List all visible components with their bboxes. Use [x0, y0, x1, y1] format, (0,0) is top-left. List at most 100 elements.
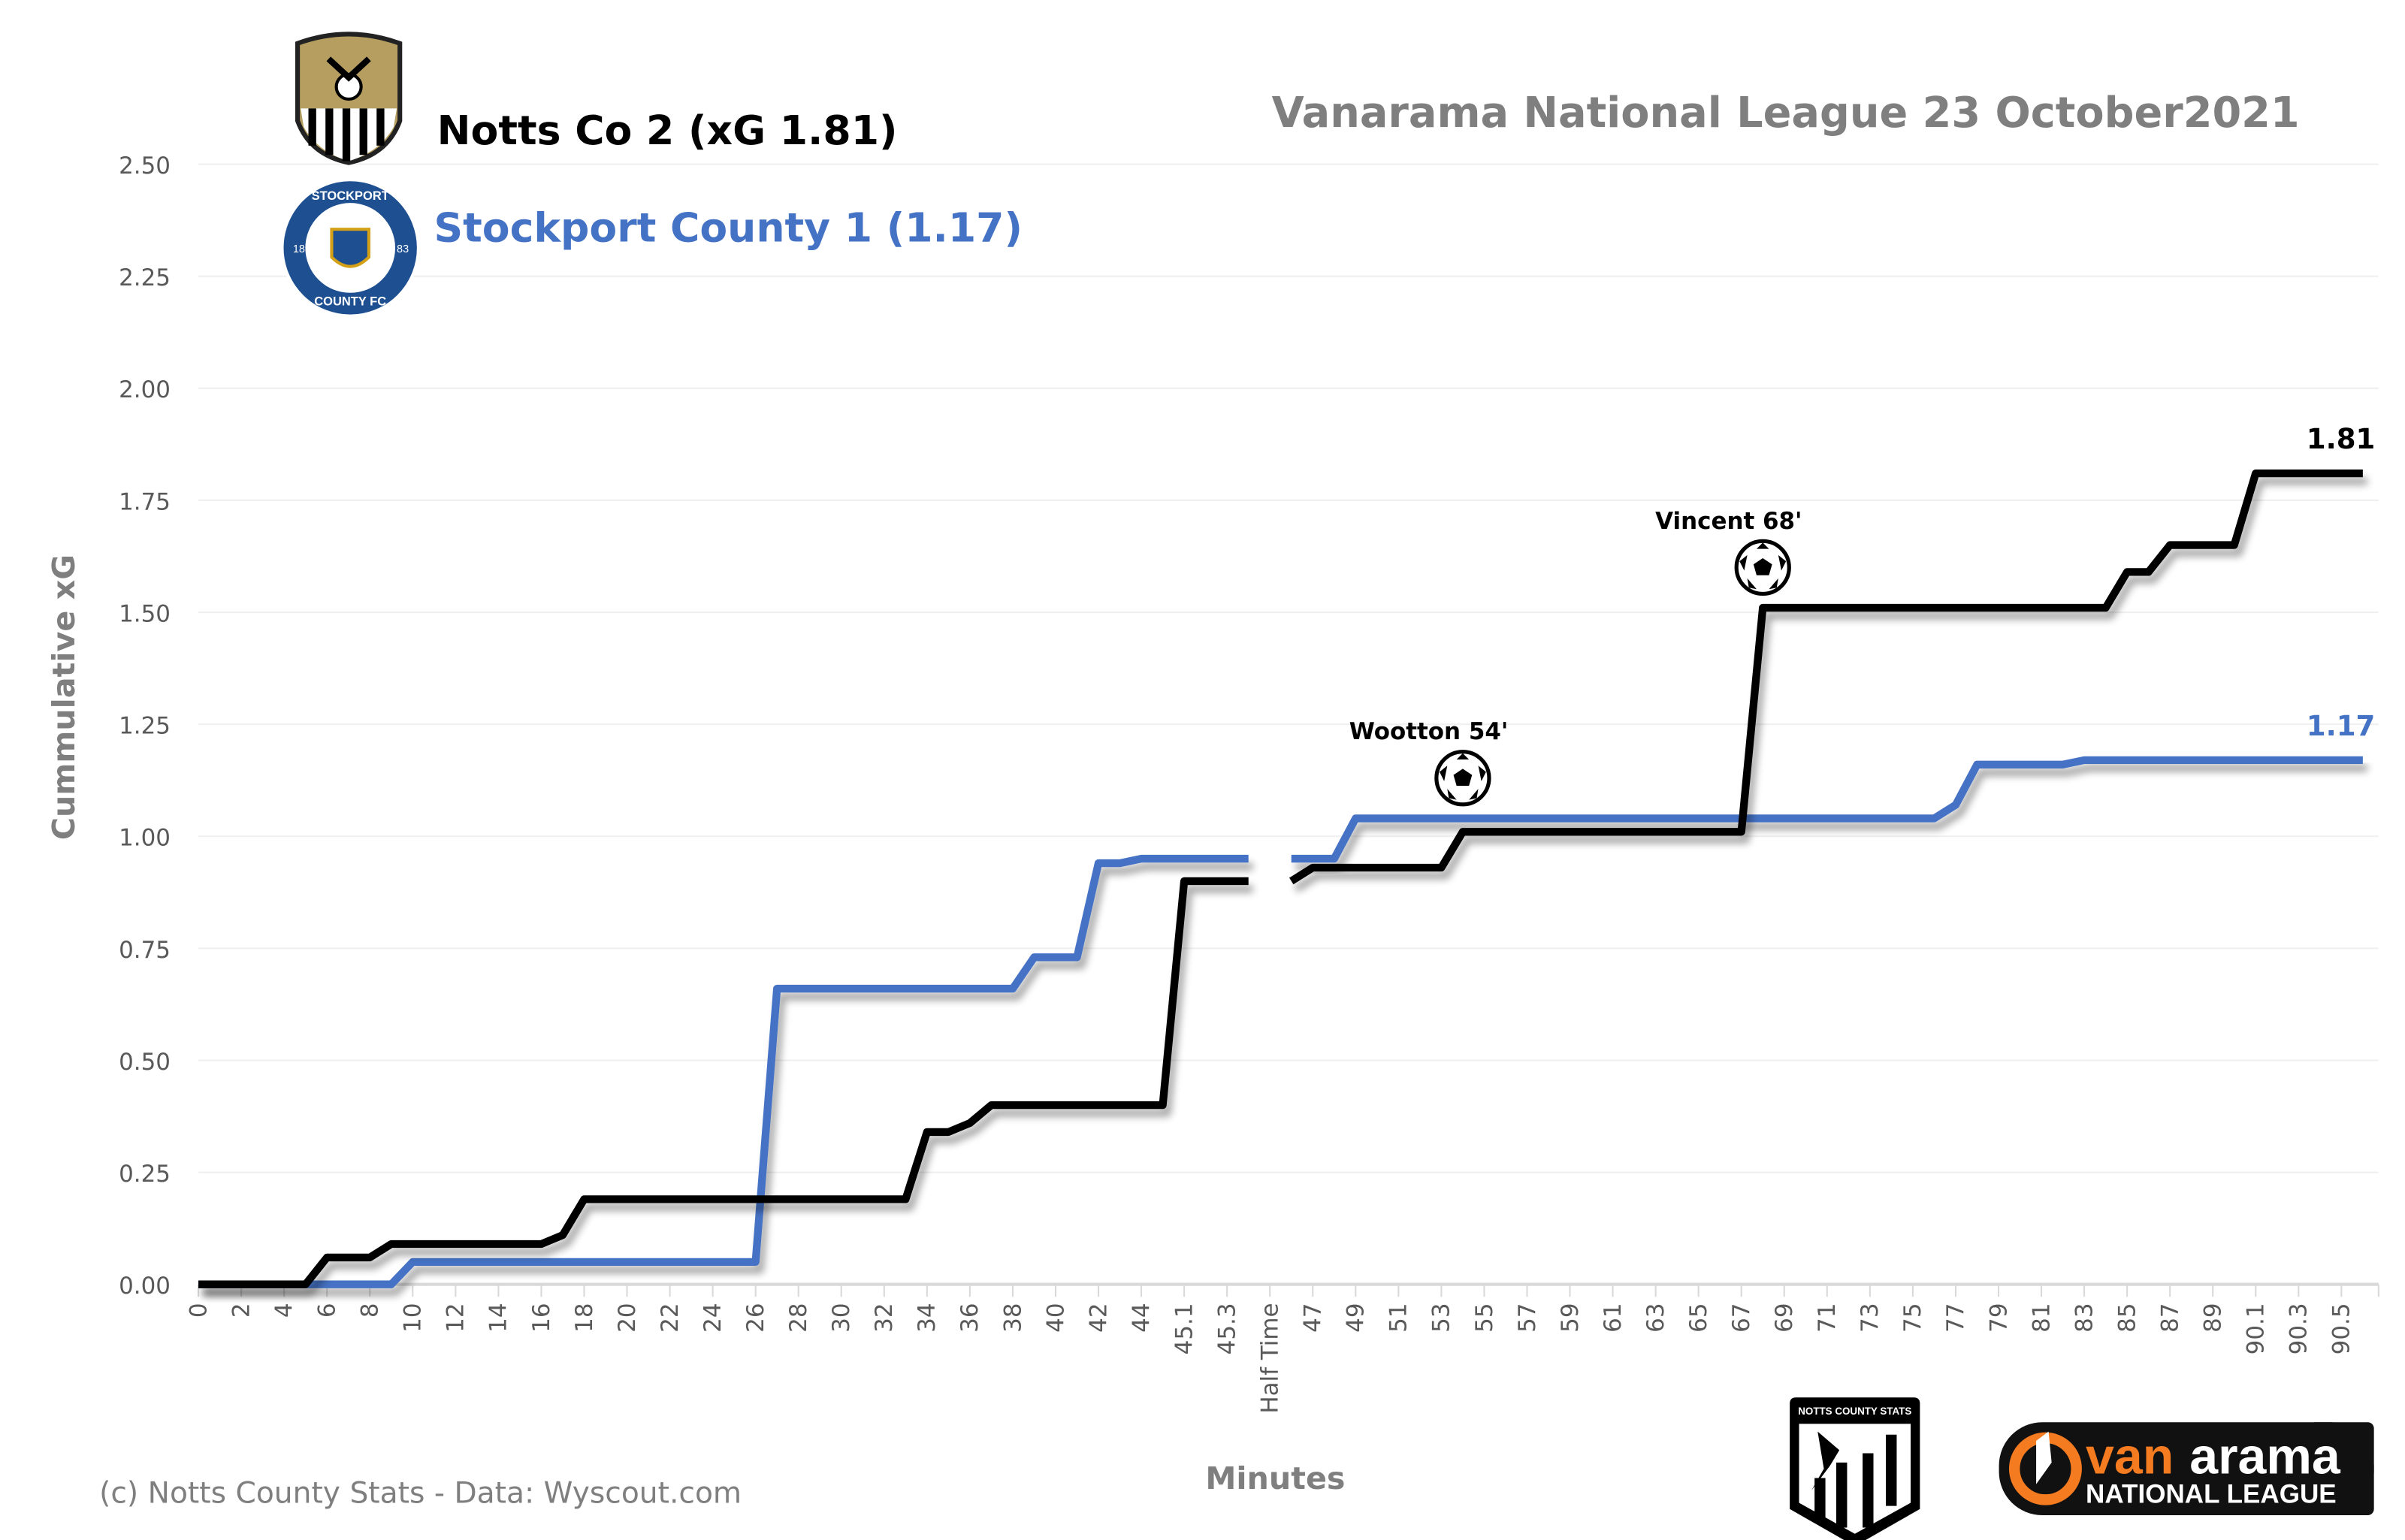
x-tick-label: 53	[1428, 1303, 1455, 1332]
x-tick-label: 45.3	[1213, 1303, 1240, 1354]
x-tick-label: 16	[528, 1303, 555, 1332]
ball-patch	[1478, 765, 1486, 781]
y-tick-label: 2.00	[119, 376, 171, 403]
x-tick-label: 14	[485, 1303, 512, 1332]
ball-patch	[1453, 768, 1473, 787]
gridlines	[198, 163, 2379, 1286]
notts-county-crest-logo	[295, 32, 403, 165]
x-tick-label: 12	[443, 1303, 470, 1332]
x-tick-label: 55	[1471, 1303, 1498, 1332]
x-tick-label: 85	[2113, 1303, 2141, 1332]
end-value-label: 1.81	[2307, 423, 2376, 455]
x-tick-label: 73	[1857, 1303, 1884, 1332]
y-tick-label: 0.75	[119, 937, 171, 964]
x-tick-label: 63	[1642, 1303, 1669, 1332]
y-tick-label: 1.50	[119, 600, 171, 627]
annotations: Wootton 54' Vincent 68'	[1349, 508, 1802, 807]
footer-credit: (c) Notts County Stats - Data: Wyscout.c…	[99, 1477, 742, 1511]
x-axis-ticks: 0 2 4 6 8 10 12 14 16 18 20 22 24 26 28 30 32 34 36 38 40 42 4…	[185, 1284, 2379, 1414]
ball-patch	[1439, 765, 1448, 781]
x-tick-label: 61	[1600, 1303, 1627, 1332]
x-tick-label: 28	[785, 1303, 812, 1332]
x-tick-label: 67	[1728, 1303, 1755, 1332]
goal-annotation-label: Wootton 54'	[1349, 718, 1509, 745]
x-tick-label: 81	[2028, 1303, 2055, 1332]
ball-patch	[1447, 789, 1457, 800]
x-tick-label: 47	[1300, 1303, 1327, 1332]
x-tick-label: 79	[1985, 1303, 2012, 1332]
x-tick-label: 90.5	[2328, 1303, 2355, 1354]
ball-patch	[1469, 789, 1479, 800]
x-tick-label: 90.1	[2243, 1303, 2270, 1354]
x-tick-label: 4	[270, 1303, 298, 1318]
x-tick-label: 75	[1899, 1303, 1926, 1332]
series-lines: 1.17 1.81	[198, 423, 2376, 1288]
x-tick-label: 89	[2200, 1303, 2227, 1332]
x-tick-label: 51	[1385, 1303, 1412, 1332]
goal-annotation-label: Vincent 68'	[1655, 508, 1802, 535]
ball-patch	[1778, 554, 1787, 571]
x-tick-label: 6	[314, 1303, 341, 1318]
x-axis-label: Minutes	[1205, 1460, 1345, 1496]
away-title: Stockport County 1 (1.17)	[434, 204, 1023, 252]
y-axis-label: Cummulative xG	[46, 554, 82, 840]
crest-year-left: 18	[293, 243, 305, 255]
x-tick-label: 44	[1128, 1303, 1155, 1332]
y-tick-label: 1.75	[119, 488, 171, 515]
ball-patch	[1753, 558, 1772, 575]
y-tick-label: 2.50	[119, 152, 171, 180]
x-tick-label: 49	[1343, 1303, 1370, 1332]
vanarama-van: van	[2086, 1427, 2174, 1484]
vanarama-arama: arama	[2189, 1427, 2341, 1484]
ball-patch	[1756, 542, 1769, 549]
x-tick-label: 40	[1042, 1303, 1069, 1332]
vanarama-national-league: NATIONAL LEAGUE	[2086, 1480, 2337, 1509]
football-icon	[1734, 539, 1791, 596]
x-tick-label: Half Time	[1257, 1303, 1284, 1413]
y-tick-label: 0.00	[119, 1273, 171, 1300]
x-tick-label: 38	[999, 1303, 1026, 1332]
x-tick-label: 30	[828, 1303, 855, 1332]
y-tick-label: 0.50	[119, 1049, 171, 1076]
x-tick-label: 34	[914, 1303, 941, 1332]
y-tick-label: 2.25	[119, 264, 171, 291]
x-tick-label: 57	[1514, 1303, 1541, 1332]
y-tick-label: 1.00	[119, 825, 171, 852]
stockport-county-crest-logo: 18 83 STOCKPORT COUNTY FC	[280, 178, 421, 318]
vanarama-national-league-logo: van arama NATIONAL LEAGUE	[1999, 1422, 2374, 1516]
ball-patch	[1769, 578, 1778, 590]
series-line-notts-co	[198, 877, 1249, 1288]
x-tick-label: 42	[1085, 1303, 1112, 1332]
stats-badge-text: NOTTS COUNTY STATS	[1798, 1406, 1911, 1417]
x-tick-label: 24	[699, 1303, 727, 1332]
x-tick-label: 71	[1814, 1303, 1841, 1332]
ball-patch	[1456, 753, 1470, 759]
x-tick-label: 0	[185, 1303, 212, 1318]
end-value-label: 1.17	[2307, 710, 2376, 742]
crest-year-right: 83	[397, 243, 409, 255]
y-axis-ticks: 0.00 0.25 0.50 0.75 1.00 1.25 1.50 1.75 2.00 2.25…	[119, 152, 171, 1300]
x-tick-label: 65	[1685, 1303, 1712, 1332]
chart-title: Vanarama National League 23 October2021	[1272, 89, 2300, 137]
notts-county-stats-logo: NOTTS COUNTY STATS	[1790, 1397, 1920, 1540]
x-tick-label: 26	[742, 1303, 769, 1332]
y-tick-label: 1.25	[119, 713, 171, 740]
ball-patch	[1747, 578, 1757, 590]
series-line-notts-co	[1289, 469, 2363, 885]
home-title: Notts Co 2 (xG 1.81)	[437, 107, 898, 154]
x-tick-label: 18	[571, 1303, 598, 1332]
ball-patch	[1739, 554, 1748, 571]
x-tick-label: 8	[357, 1303, 384, 1318]
x-tick-label: 87	[2156, 1303, 2183, 1332]
crest-top-text: STOCKPORT	[312, 189, 389, 203]
football-icon	[1434, 750, 1491, 807]
x-tick-label: 90.3	[2286, 1303, 2313, 1354]
x-tick-label: 32	[871, 1303, 898, 1332]
x-tick-label: 22	[657, 1303, 684, 1332]
series-line-stockport-county	[198, 854, 1249, 1288]
x-tick-label: 20	[614, 1303, 641, 1332]
x-tick-label: 69	[1771, 1303, 1798, 1332]
y-tick-label: 0.25	[119, 1161, 171, 1188]
x-tick-label: 83	[2071, 1303, 2098, 1332]
crest-bottom-text: COUNTY FC	[314, 294, 386, 308]
